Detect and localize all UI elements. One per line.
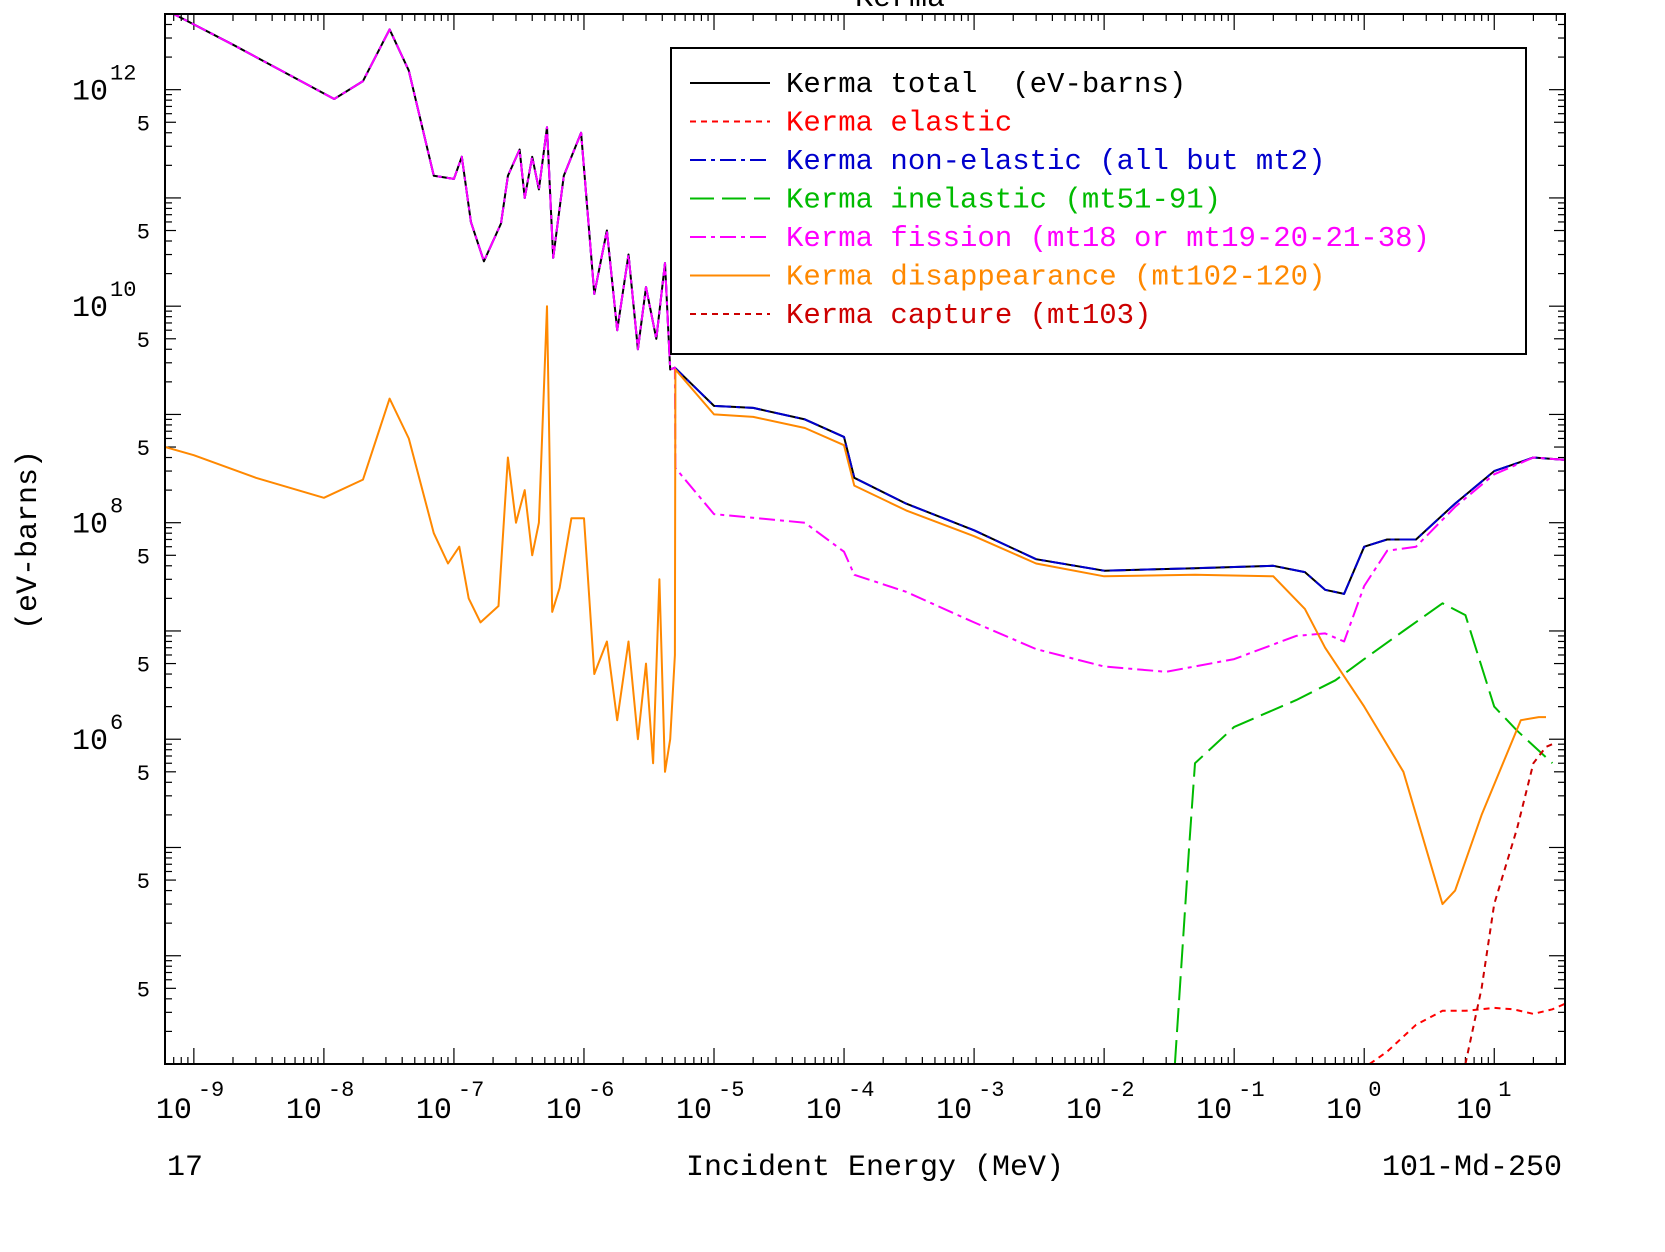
y-minor-label: 5 bbox=[137, 112, 150, 137]
legend-label: Kerma inelastic (mt51-91) bbox=[786, 184, 1221, 217]
y-minor-label: 5 bbox=[137, 329, 150, 354]
legend-label: Kerma elastic bbox=[786, 107, 1012, 140]
legend-label: Kerma fission (mt18 or mt19-20-21-38) bbox=[786, 222, 1430, 255]
x-tick-label: 10 bbox=[676, 1094, 712, 1128]
y-minor-label: 5 bbox=[137, 437, 150, 462]
legend-label: Kerma total (eV-barns) bbox=[786, 68, 1186, 101]
x-tick-label: 10 bbox=[936, 1094, 972, 1128]
x-axis-label: Incident Energy (MeV) bbox=[686, 1151, 1064, 1185]
y-tick-exponent: 8 bbox=[110, 495, 123, 520]
series-line-4 bbox=[1175, 603, 1553, 1064]
x-tick-label: 10 bbox=[806, 1094, 842, 1128]
x-tick-exponent: -4 bbox=[848, 1078, 874, 1103]
x-tick-exponent: -2 bbox=[1108, 1078, 1134, 1103]
x-tick-exponent: -5 bbox=[718, 1078, 744, 1103]
y-minor-label: 5 bbox=[137, 545, 150, 570]
x-tick-label: 10 bbox=[416, 1094, 452, 1128]
y-tick-exponent: 6 bbox=[110, 711, 123, 736]
x-tick-exponent: -3 bbox=[978, 1078, 1004, 1103]
x-tick-exponent: 1 bbox=[1498, 1078, 1511, 1103]
series-line-7 bbox=[1465, 744, 1552, 1064]
x-tick-exponent: -6 bbox=[588, 1078, 614, 1103]
y-minor-label: 5 bbox=[137, 221, 150, 246]
y-tick-label: 10 bbox=[72, 292, 108, 326]
legend: Kerma total (eV-barns) Kerma elastic Kerma… bbox=[671, 48, 1526, 354]
x-tick-exponent: -7 bbox=[458, 1078, 484, 1103]
x-tick-exponent: -8 bbox=[328, 1078, 354, 1103]
x-tick-exponent: -9 bbox=[198, 1078, 224, 1103]
x-tick-label: 10 bbox=[1196, 1094, 1232, 1128]
y-tick-exponent: 12 bbox=[110, 62, 136, 87]
legend-label: Kerma disappearance (mt102-120) bbox=[786, 261, 1326, 294]
y-tick-exponent: 10 bbox=[110, 278, 136, 303]
footer-left-label: 17 bbox=[167, 1151, 203, 1185]
y-minor-label: 5 bbox=[137, 654, 150, 679]
series-line-6 bbox=[165, 306, 1546, 904]
x-tick-label: 10 bbox=[156, 1094, 192, 1128]
x-tick-label: 10 bbox=[546, 1094, 582, 1128]
x-tick-exponent: 0 bbox=[1368, 1078, 1381, 1103]
y-tick-label: 10 bbox=[72, 725, 108, 759]
y-axis-label: (eV-barns) bbox=[12, 450, 46, 630]
x-tick-exponent: -1 bbox=[1238, 1078, 1264, 1103]
x-tick-label: 10 bbox=[286, 1094, 322, 1128]
y-tick-label: 10 bbox=[72, 509, 108, 543]
y-minor-label: 5 bbox=[137, 870, 150, 895]
series-line-2 bbox=[1370, 1004, 1565, 1064]
legend-label: Kerma capture (mt103) bbox=[786, 299, 1151, 332]
x-tick-label: 10 bbox=[1326, 1094, 1362, 1128]
y-tick-label: 10 bbox=[72, 76, 108, 110]
legend-label: Kerma non-elastic (all but mt2) bbox=[786, 145, 1326, 178]
x-tick-label: 10 bbox=[1456, 1094, 1492, 1128]
footer-right-label: 101-Md-250 bbox=[1382, 1151, 1562, 1185]
x-tick-label: 10 bbox=[1066, 1094, 1102, 1128]
y-minor-label: 5 bbox=[137, 762, 150, 787]
y-minor-label: 5 bbox=[137, 978, 150, 1003]
